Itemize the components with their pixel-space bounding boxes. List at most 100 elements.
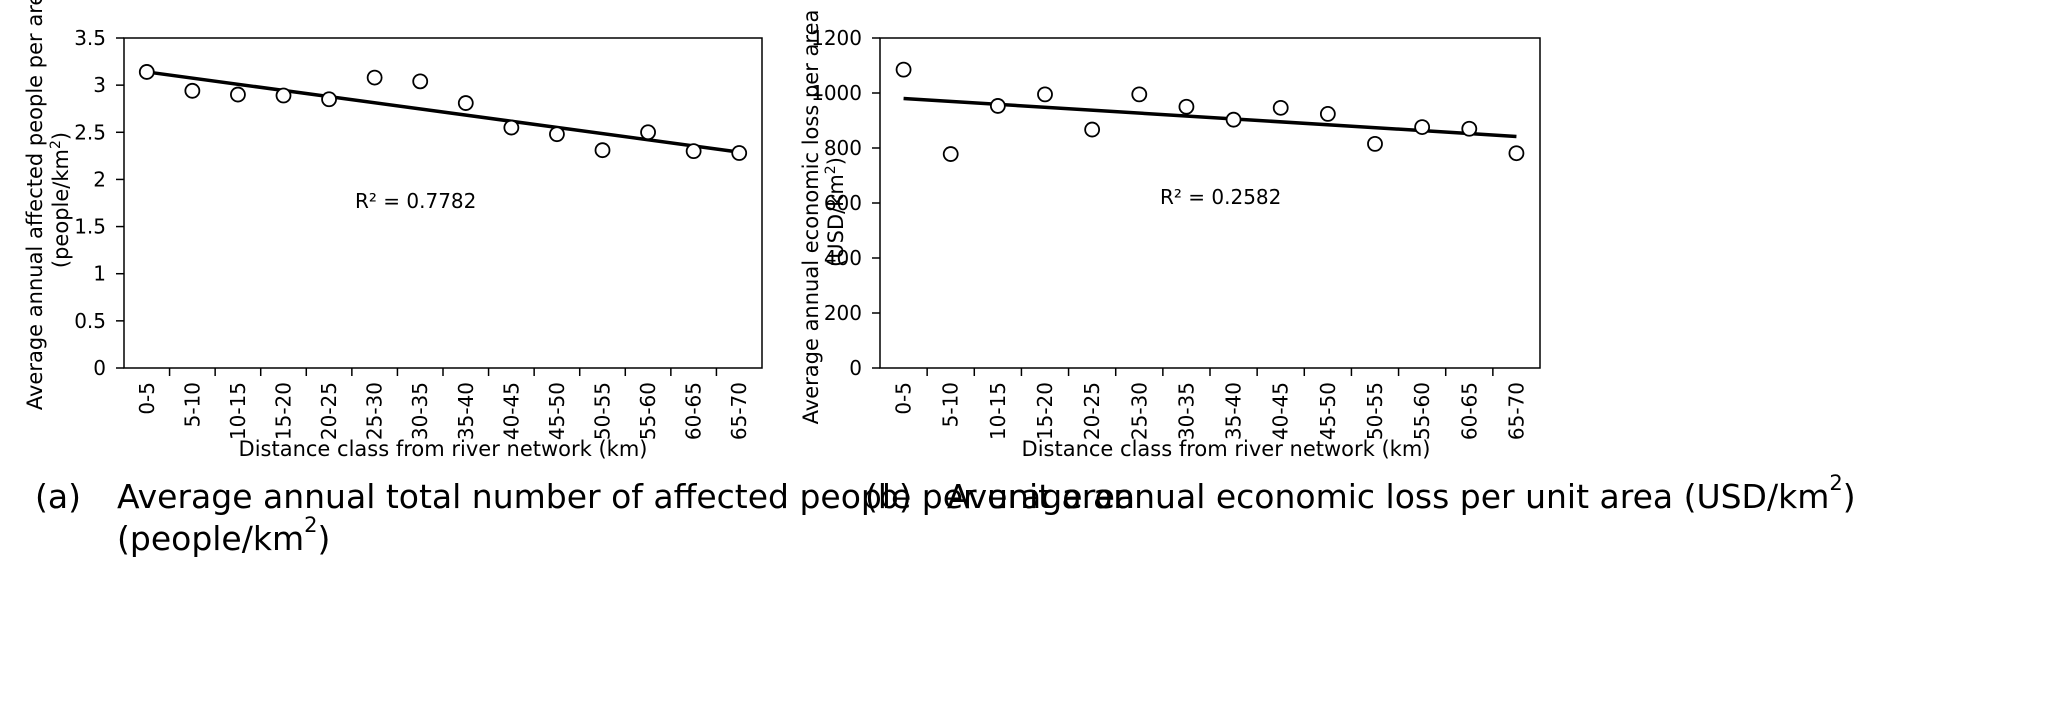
caption-a-line2-suffix: ): [317, 519, 331, 558]
data-point: [1084, 121, 1101, 138]
x-tick-label: 20-25: [1080, 382, 1104, 440]
x-tick-label: 30-35: [1174, 382, 1198, 440]
caption-a-line2-prefix: (people/km: [117, 519, 305, 558]
data-point: [731, 145, 748, 161]
x-tick-label: 40-45: [1269, 382, 1293, 440]
x-tick-label: 5-10: [180, 382, 204, 427]
caption-a: (a) Average annual total number of affect…: [35, 476, 1135, 560]
x-tick-label: 55-60: [636, 382, 660, 440]
x-tick-label: 65-70: [727, 382, 751, 440]
y-axis-title-a-line1: Average annual affected people per area: [23, 0, 47, 410]
data-point: [503, 119, 520, 136]
data-point: [138, 64, 155, 80]
trendline-b: [903, 96, 1517, 139]
trendline-a: [146, 70, 740, 154]
x-tick-label: 10-15: [226, 382, 250, 440]
data-point: [321, 91, 337, 108]
data-point: [594, 142, 611, 159]
chart-b-svg: 0 200 400 600 800 1000 1200 0-5 5-10 10-15 15-20 2…: [799, 10, 1541, 461]
data-point: [275, 87, 292, 104]
x-tick-label: 60-65: [1457, 382, 1481, 440]
data-point: [1508, 145, 1525, 162]
x-tick-label: 10-15: [986, 382, 1010, 440]
data-point: [1272, 99, 1289, 116]
r-squared-a: R² = 0.7782: [355, 189, 476, 213]
y-tick-label: 3: [93, 73, 106, 97]
chart-a-svg: 0 0.5 1 1.5 2 2.5 3 3.5 0-5 5-10 10-15 15-20 20-25 2…: [23, 0, 763, 461]
markers-b: [895, 61, 1525, 162]
data-point: [230, 86, 246, 103]
r-squared-b: R² = 0.2582: [1160, 185, 1281, 209]
x-tick-label: 45-50: [545, 382, 569, 440]
x-tick-label: 35-40: [1222, 382, 1246, 440]
chart-panel-a: 0 0.5 1 1.5 2 2.5 3 3.5 0-5 5-10 10-15 15-20 20-25 2…: [0, 0, 1135, 724]
x-tick-label: 5-10: [939, 382, 963, 427]
x-tick-label: 50-55: [1363, 382, 1387, 440]
y-tick-label: 1200: [811, 26, 862, 50]
chart-panel-b: 0 200 400 600 800 1000 1200 0-5 5-10 10-15 15-20 2…: [799, 0, 2067, 724]
y-axis-title-b-line1: Average annual economic loss per area: [799, 10, 823, 425]
y-tick-label: 800: [824, 136, 862, 160]
x-tick-label: 15-20: [1033, 382, 1057, 440]
plot-area-b: [879, 37, 1541, 369]
y-tick-label: 1: [93, 262, 106, 286]
data-point: [366, 69, 383, 86]
y-axis-title-b-line2: (USD/km2): [823, 157, 848, 267]
caption-b-sup: 2: [1829, 471, 1843, 495]
data-point: [184, 82, 201, 99]
x-tick-label: 65-70: [1504, 382, 1528, 440]
y-tick-label: 3.5: [74, 26, 106, 50]
data-point: [549, 126, 565, 143]
y-tick-label: 2.5: [74, 120, 106, 144]
y-ticks-b: 0 200 400 600 800 1000 1200: [811, 26, 880, 380]
caption-a-prefix: (a): [35, 477, 81, 516]
caption-b-prefix: (b): [865, 477, 912, 516]
x-tick-label: 0-5: [892, 382, 916, 415]
x-axis-title-b: Distance class from river network (km): [1022, 437, 1431, 461]
x-ticks-b: 0-5 5-10 10-15 15-20 20-25 25-30 30-35 35-40 40-…: [892, 368, 1528, 440]
data-point: [895, 61, 912, 78]
caption-a-line1: Average annual total number of affected …: [117, 477, 1136, 516]
y-tick-label: 1.5: [74, 215, 106, 239]
x-tick-label: 35-40: [454, 382, 478, 440]
caption-b-text-suffix: ): [1842, 477, 1856, 516]
data-point: [989, 98, 1006, 114]
y-tick-label: 2: [93, 167, 106, 191]
x-tick-label: 55-60: [1410, 382, 1434, 440]
x-tick-label: 0-5: [135, 382, 159, 415]
x-tick-label: 40-45: [499, 382, 523, 440]
data-point: [640, 124, 656, 141]
data-point: [1414, 119, 1431, 135]
caption-a-sup: 2: [304, 513, 318, 537]
y-tick-label: 0: [93, 356, 106, 380]
data-point: [1131, 86, 1148, 103]
data-point: [412, 73, 429, 90]
y-tick-label: 0.5: [74, 309, 106, 333]
data-point: [685, 143, 702, 160]
y-tick-label: 400: [824, 246, 862, 270]
x-axis-title-a: Distance class from river network (km): [239, 437, 648, 461]
data-point: [1319, 106, 1336, 122]
x-tick-label: 30-35: [408, 382, 432, 440]
caption-b-text: Average annual economic loss per unit ar…: [947, 477, 1830, 516]
y-tick-label: 0: [849, 356, 862, 380]
x-ticks-a: 0-5 5-10 10-15 15-20 20-25 25-30 30-35 35-40 40-…: [135, 368, 751, 440]
x-tick-label: 45-50: [1316, 382, 1340, 440]
y-ticks-a: 0 0.5 1 1.5 2 2.5 3 3.5: [74, 26, 124, 380]
x-tick-label: 25-30: [363, 382, 387, 440]
y-tick-label: 200: [824, 301, 862, 325]
x-tick-label: 25-30: [1127, 382, 1151, 440]
x-tick-label: 20-25: [317, 382, 341, 440]
data-point: [1461, 120, 1478, 137]
x-tick-label: 50-55: [591, 382, 615, 440]
data-point: [1037, 86, 1053, 103]
y-tick-label: 600: [824, 191, 862, 215]
x-tick-label: 15-20: [272, 382, 296, 440]
data-point: [1225, 111, 1242, 128]
x-tick-label: 60-65: [682, 382, 706, 440]
data-point: [1178, 98, 1195, 115]
data-point: [942, 146, 959, 162]
data-point: [457, 95, 474, 111]
data-point: [1367, 135, 1383, 152]
markers-a: [138, 64, 748, 161]
